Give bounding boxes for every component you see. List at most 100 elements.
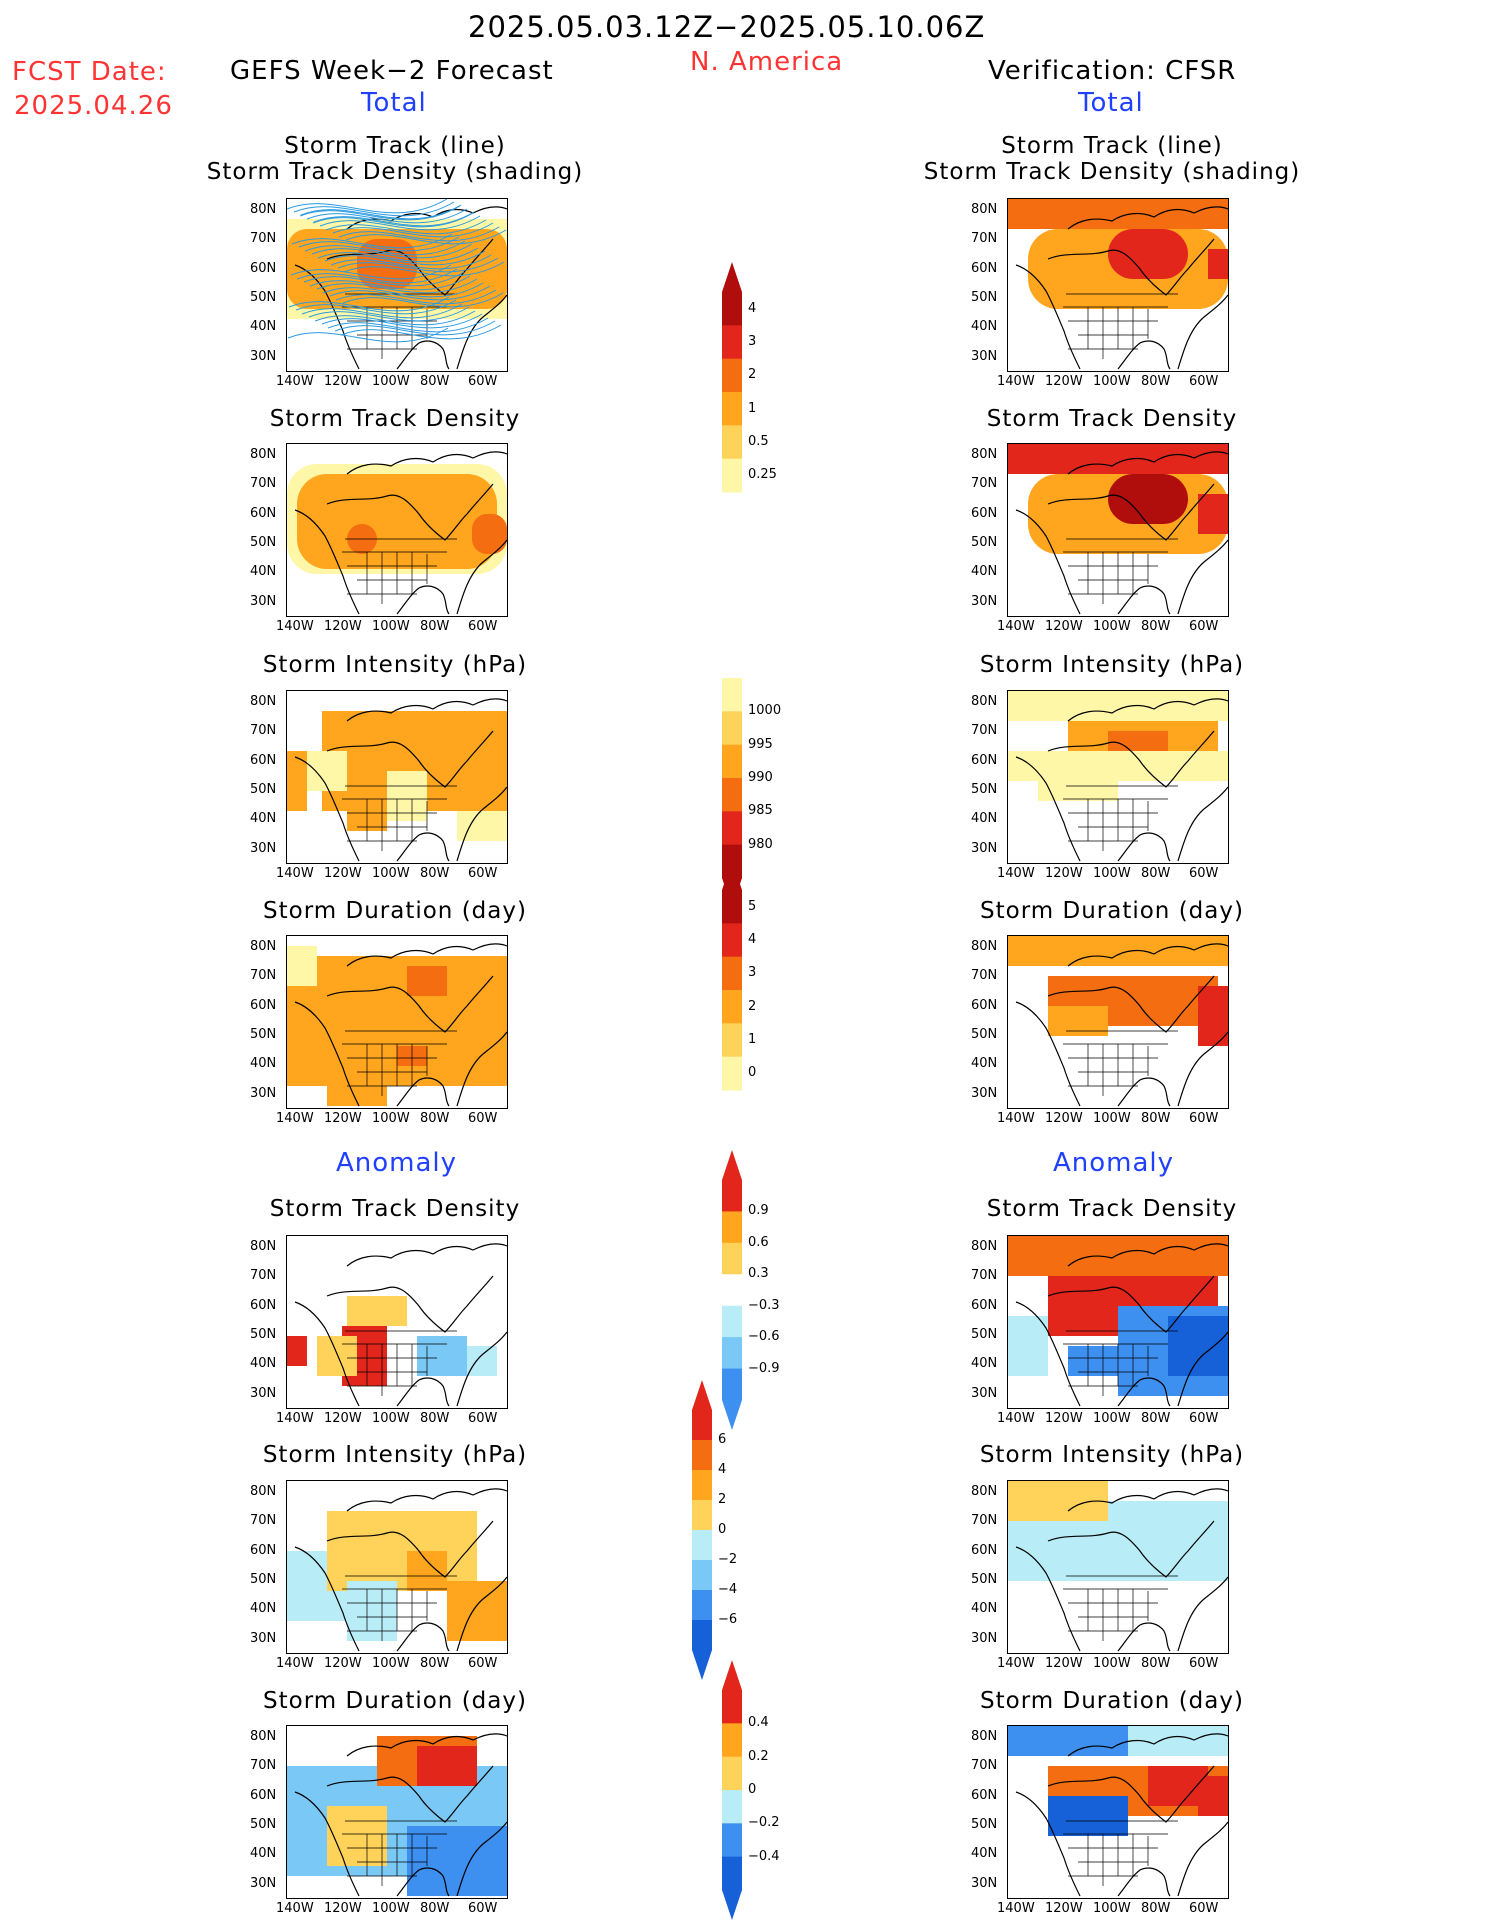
colorbar-swatch	[722, 990, 742, 1024]
storm-track-line	[296, 268, 458, 284]
storm-track-line	[287, 327, 449, 343]
state-borders	[1063, 293, 1178, 359]
lon-tick-label: 80W	[420, 1411, 450, 1426]
shading-cell	[1198, 494, 1228, 534]
colorbar-label: 0	[748, 1065, 757, 1081]
shading-cell	[417, 1336, 467, 1376]
panel-title: Storm Duration (day)	[263, 898, 527, 924]
coastline	[1015, 206, 1228, 370]
lat-tick-label: 80N	[250, 1729, 277, 1744]
shading-cell	[387, 771, 427, 821]
colorbar-label: 0.2	[748, 1748, 769, 1764]
map-plot	[1007, 1725, 1229, 1899]
colorbar-swatch	[692, 1410, 712, 1441]
storm-track-line	[306, 208, 468, 224]
lat-tick-label: 40N	[971, 319, 998, 335]
state-borders	[1063, 538, 1178, 604]
lat-tick-label: 40N	[250, 1846, 277, 1862]
storm-track-line	[329, 285, 491, 301]
lon-tick-label: 60W	[468, 1656, 498, 1671]
colorbar-arrow-top	[722, 262, 742, 292]
lon-tick-label: 100W	[1093, 866, 1131, 881]
map-plot	[286, 1725, 508, 1899]
lon-tick-label: 140W	[276, 619, 314, 634]
lon-tick-label: 140W	[276, 1901, 314, 1916]
colorbar-anom-intensity-svg	[692, 1380, 712, 1680]
lat-tick-label: 80N	[250, 1484, 277, 1499]
lon-tick-label: 120W	[1045, 1656, 1083, 1671]
shading-cell	[1008, 1236, 1228, 1276]
map-plot	[1007, 198, 1229, 372]
storm-track-line	[337, 257, 499, 273]
lat-tick-label: 70N	[250, 1758, 277, 1774]
map-svg	[1008, 1481, 1228, 1652]
lon-tick-label: 100W	[1093, 1901, 1131, 1916]
lon-tick-label: 80W	[420, 866, 450, 881]
panel-title: Storm Duration (day)	[980, 1688, 1244, 1714]
colorbar-swatch	[722, 458, 742, 493]
lat-tick-label: 50N	[971, 1816, 998, 1832]
colorbar-label: −0.9	[748, 1360, 780, 1376]
shading-cell	[1008, 751, 1228, 781]
lat-tick-label: 60N	[971, 1297, 998, 1313]
lon-tick-label: 60W	[1189, 1656, 1219, 1671]
shading-cell	[407, 1551, 447, 1591]
lon-tick-label: 140W	[997, 1656, 1035, 1671]
region-label: N. America	[690, 47, 844, 77]
storm-track-line	[290, 264, 452, 280]
lat-tick-label: 30N	[971, 1085, 998, 1101]
shading-cell	[472, 514, 507, 554]
lon-tick-label: 80W	[420, 1901, 450, 1916]
lon-tick-label: 80W	[420, 374, 450, 389]
lat-tick-label: 80N	[971, 939, 998, 954]
lon-tick-label: 140W	[997, 1111, 1035, 1126]
storm-track-line	[321, 313, 483, 329]
map-svg	[287, 1243, 507, 1407]
colorbar-anom-intensity: 6 4 2 0 −2 −4 −6	[690, 1380, 770, 1680]
colorbar-density-svg	[722, 262, 742, 493]
colorbar-swatch	[722, 1337, 742, 1370]
storm-track-line	[334, 320, 496, 336]
lat-tick-label: 70N	[250, 476, 277, 492]
map-svg	[287, 1733, 507, 1897]
storm-track-line	[303, 271, 465, 287]
shading-cell	[347, 1581, 397, 1641]
map-svg	[287, 698, 507, 862]
lon-tick-label: 120W	[324, 1411, 362, 1426]
lat-tick-label: 30N	[250, 1085, 277, 1101]
lat-tick-label: 50N	[250, 1571, 277, 1587]
lon-tick-label: 100W	[1093, 374, 1131, 389]
storm-track-line	[335, 289, 497, 305]
colorbar-label: −2	[718, 1552, 738, 1567]
lat-tick-label: 80N	[971, 202, 998, 217]
colorbar-anom-density: 0.9 0.6 0.3 −0.3 −0.6 −0.9	[720, 1150, 800, 1430]
lat-tick-label: 50N	[250, 534, 277, 550]
map-svg	[287, 943, 507, 1107]
colorbar-arrow-bottom	[722, 1400, 742, 1430]
lat-tick-label: 60N	[971, 997, 998, 1013]
lat-tick-label: 40N	[971, 811, 998, 827]
state-borders	[342, 1820, 457, 1886]
lon-tick-label: 120W	[1045, 619, 1083, 634]
colorbar-arrow-top	[722, 1660, 742, 1690]
lat-tick-label: 70N	[971, 231, 998, 247]
shading-cell	[1008, 1316, 1048, 1376]
lon-tick-label: 140W	[276, 866, 314, 881]
colorbar-label: 0.4	[748, 1715, 769, 1731]
shading-cell	[1008, 1521, 1228, 1581]
lat-tick-label: 40N	[250, 319, 277, 335]
lon-tick-label: 80W	[420, 1111, 450, 1126]
panel-title: Storm Intensity (hPa)	[262, 1442, 528, 1468]
lat-tick-label: 70N	[250, 1268, 277, 1284]
lat-tick-label: 40N	[250, 564, 277, 580]
colorbar-swatch	[722, 1242, 742, 1275]
lon-tick-label: 100W	[372, 1111, 410, 1126]
lon-tick-label: 120W	[1045, 374, 1083, 389]
lat-tick-label: 30N	[971, 1875, 998, 1891]
fcst-date-value: 2025.04.26	[14, 91, 173, 121]
colorbar-arrow-bottom	[722, 1890, 742, 1920]
lat-tick-label: 70N	[250, 723, 277, 739]
colorbar-swatch	[692, 1590, 712, 1621]
lat-tick-label: 80N	[250, 694, 277, 709]
colorbar-swatch	[722, 811, 742, 846]
